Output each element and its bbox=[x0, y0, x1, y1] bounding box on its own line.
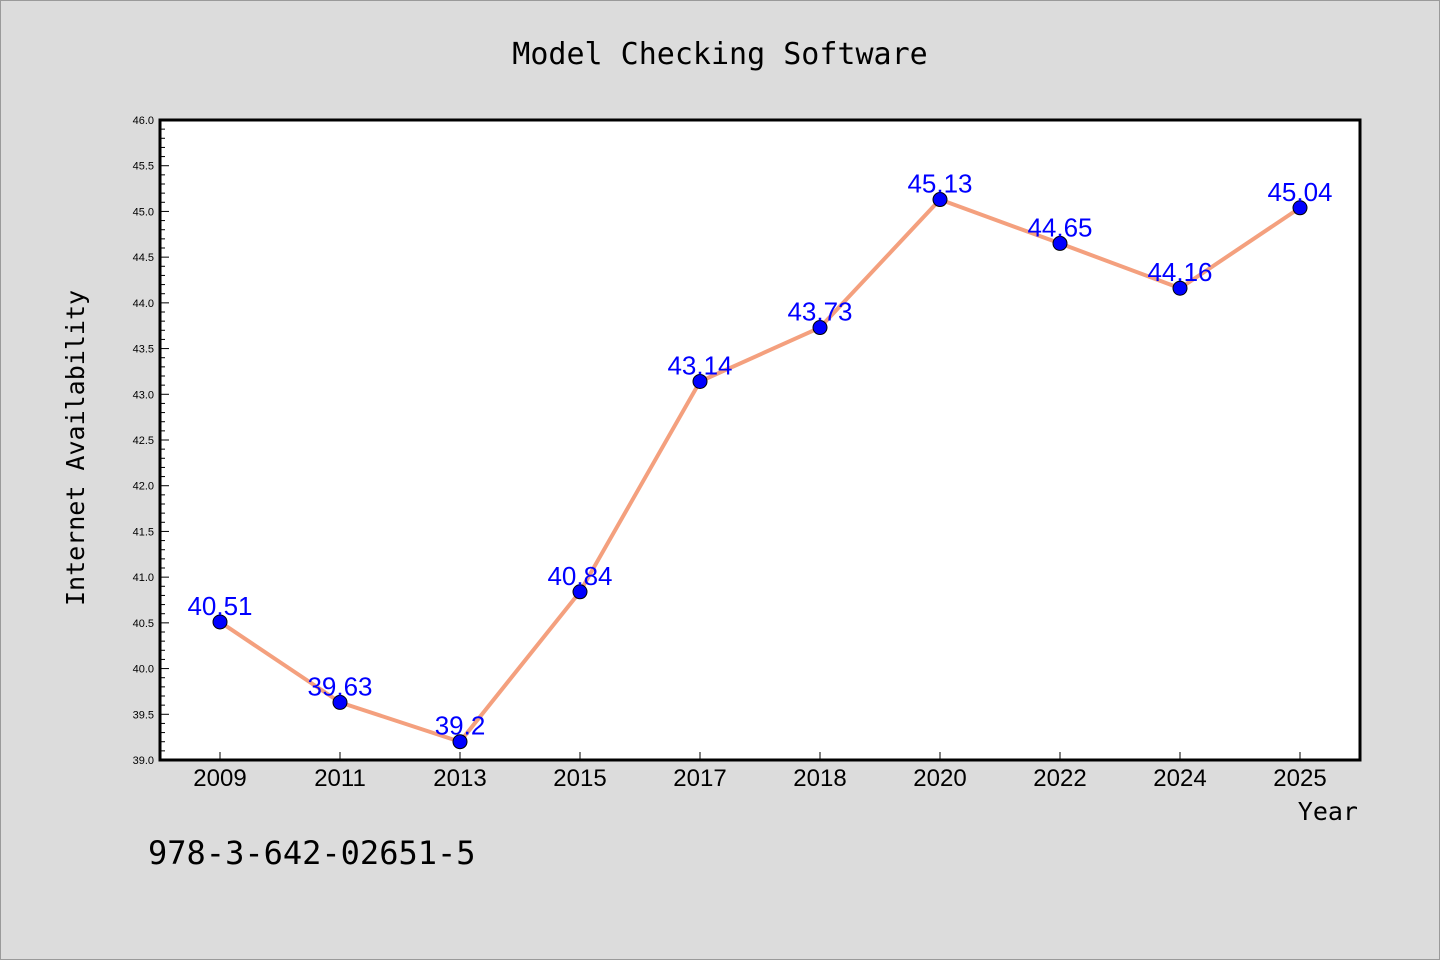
y-tick-label: 43.5 bbox=[133, 344, 154, 356]
x-axis-ticks: 2009 2011 2013 2015 2017 2018 2020 2022 2024 2025 bbox=[193, 752, 1327, 792]
y-axis-label: Internet Availability bbox=[61, 290, 90, 606]
data-label: 40.84 bbox=[547, 561, 612, 591]
data-point bbox=[1052, 235, 1068, 251]
y-tick-label: 41.5 bbox=[133, 526, 154, 538]
data-label: 43.14 bbox=[667, 350, 732, 380]
y-tick-label: 45.0 bbox=[133, 206, 154, 218]
data-point bbox=[1292, 200, 1308, 216]
data-labels: 40.51 39.63 39.2 40.84 43.14 43.73 45.13 44.65 4… bbox=[187, 169, 1332, 741]
series-line bbox=[218, 197, 1302, 744]
data-label: 44.65 bbox=[1027, 212, 1092, 242]
x-axis-label: Year bbox=[1298, 797, 1358, 826]
data-label: 45.13 bbox=[907, 169, 972, 199]
plot-border bbox=[158, 118, 1362, 762]
data-label: 43.73 bbox=[787, 297, 852, 327]
y-tick-label: 39.5 bbox=[133, 709, 154, 721]
x-tick-label: 2024 bbox=[1153, 765, 1206, 792]
y-tick-label: 40.0 bbox=[133, 664, 154, 676]
x-tick-label: 2015 bbox=[553, 765, 606, 792]
chart-title: Model Checking Software bbox=[512, 37, 927, 72]
y-tick-label: 45.5 bbox=[133, 161, 154, 173]
x-tick-label: 2009 bbox=[193, 765, 246, 792]
data-point bbox=[812, 320, 828, 336]
x-tick-label: 2020 bbox=[913, 765, 966, 792]
x-tick-label: 2018 bbox=[793, 765, 846, 792]
y-tick-label: 42.0 bbox=[133, 481, 154, 493]
y-tick-label: 41.0 bbox=[133, 572, 154, 584]
series-line-group bbox=[218, 197, 1302, 744]
x-tick-label: 2022 bbox=[1033, 765, 1086, 792]
data-label: 40.51 bbox=[187, 591, 252, 621]
x-tick-label: 2011 bbox=[314, 765, 366, 792]
plot-area bbox=[160, 120, 1360, 760]
y-tick-label: 39.0 bbox=[133, 755, 154, 767]
data-point bbox=[692, 373, 708, 389]
data-point bbox=[332, 694, 348, 710]
data-label: 44.16 bbox=[1147, 257, 1212, 287]
footer-isbn: 978-3-642-02651-5 bbox=[148, 834, 476, 872]
data-point bbox=[1172, 280, 1188, 296]
data-markers bbox=[212, 192, 1308, 750]
x-tick-label: 2025 bbox=[1273, 765, 1326, 792]
y-tick-label: 44.5 bbox=[133, 252, 154, 264]
data-label: 39.63 bbox=[307, 671, 372, 701]
data-point bbox=[212, 614, 228, 630]
data-point bbox=[452, 734, 468, 750]
data-point bbox=[572, 584, 588, 600]
x-tick-label: 2017 bbox=[673, 765, 726, 792]
y-tick-label: 42.5 bbox=[133, 435, 154, 447]
y-tick-label: 44.0 bbox=[133, 298, 154, 310]
y-tick-label: 46.0 bbox=[133, 115, 154, 127]
y-tick-label: 43.0 bbox=[133, 389, 154, 401]
data-label: 39.2 bbox=[435, 711, 486, 741]
data-point bbox=[932, 192, 948, 208]
y-tick-label: 40.5 bbox=[133, 618, 154, 630]
data-label: 45.04 bbox=[1267, 177, 1332, 207]
y-axis-ticks: 39.0 39.5 40.0 40.5 41.0 41.5 42.0 42.5 43.0 43.5… bbox=[133, 115, 169, 767]
x-tick-label: 2013 bbox=[433, 765, 486, 792]
